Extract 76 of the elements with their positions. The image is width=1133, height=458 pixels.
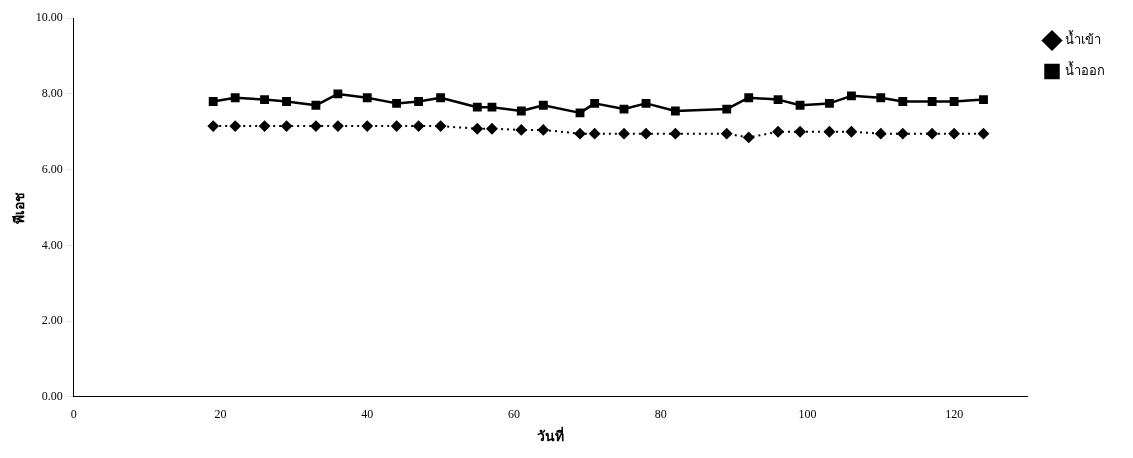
point	[670, 106, 680, 116]
point	[722, 104, 732, 114]
point	[260, 95, 269, 105]
point	[669, 128, 681, 140]
point	[229, 120, 241, 132]
point	[362, 93, 372, 103]
x-tick-label: 120	[945, 407, 964, 422]
y-tick-label: 6.00	[41, 161, 63, 176]
point	[361, 120, 373, 132]
point	[515, 124, 527, 136]
point	[845, 126, 857, 138]
x-tick-label: 60	[507, 407, 520, 422]
point	[926, 128, 938, 140]
point	[575, 108, 585, 118]
point	[772, 126, 784, 138]
point	[948, 128, 960, 140]
point	[795, 100, 805, 110]
point	[208, 97, 218, 106]
point	[794, 126, 806, 138]
point	[486, 123, 498, 135]
point	[876, 93, 886, 103]
point	[538, 100, 548, 110]
y-tick-label: 10.00	[35, 10, 63, 25]
point	[743, 131, 755, 143]
point	[537, 124, 549, 136]
point	[310, 120, 322, 132]
point	[721, 128, 733, 140]
point	[744, 93, 754, 103]
point	[207, 120, 219, 132]
legend-label: น้ำออก	[1065, 60, 1105, 78]
point	[977, 128, 989, 140]
point	[773, 95, 783, 105]
point	[282, 97, 291, 106]
point	[392, 98, 402, 108]
point	[618, 128, 630, 140]
point	[590, 98, 600, 108]
legend-label: น้ำเข้า	[1065, 29, 1101, 47]
point	[640, 128, 652, 140]
x-tick-label: 0	[70, 407, 77, 422]
x-tick-label: 100	[798, 407, 817, 422]
point	[847, 91, 856, 101]
point	[487, 102, 497, 112]
point	[824, 98, 834, 108]
y-tick-label: 2.00	[41, 313, 63, 328]
point	[979, 95, 988, 105]
x-axis-title: วันที่	[537, 426, 565, 445]
point	[435, 120, 447, 132]
point	[927, 97, 937, 106]
point	[471, 123, 483, 135]
point	[281, 120, 293, 132]
point	[875, 128, 887, 140]
y-tick-label: 4.00	[41, 237, 63, 252]
x-tick-label: 20	[214, 407, 227, 422]
point	[472, 102, 482, 112]
point	[516, 106, 526, 116]
y-axis-title: พีเอช	[12, 191, 28, 224]
point	[897, 128, 909, 140]
point	[332, 120, 344, 132]
point	[574, 128, 586, 140]
point	[230, 93, 240, 103]
point	[333, 89, 343, 99]
point	[823, 126, 835, 138]
point	[391, 120, 403, 132]
point	[311, 100, 321, 110]
y-tick-label: 8.00	[41, 86, 63, 101]
x-tick-label: 80	[654, 407, 667, 422]
point	[436, 93, 446, 103]
point	[898, 97, 908, 106]
x-tick-label: 40	[361, 407, 374, 422]
point	[589, 128, 601, 140]
point	[949, 97, 959, 106]
point	[641, 98, 651, 108]
point	[413, 120, 425, 132]
point	[259, 120, 271, 132]
point	[414, 97, 424, 106]
y-tick-label: 0.00	[41, 388, 63, 403]
